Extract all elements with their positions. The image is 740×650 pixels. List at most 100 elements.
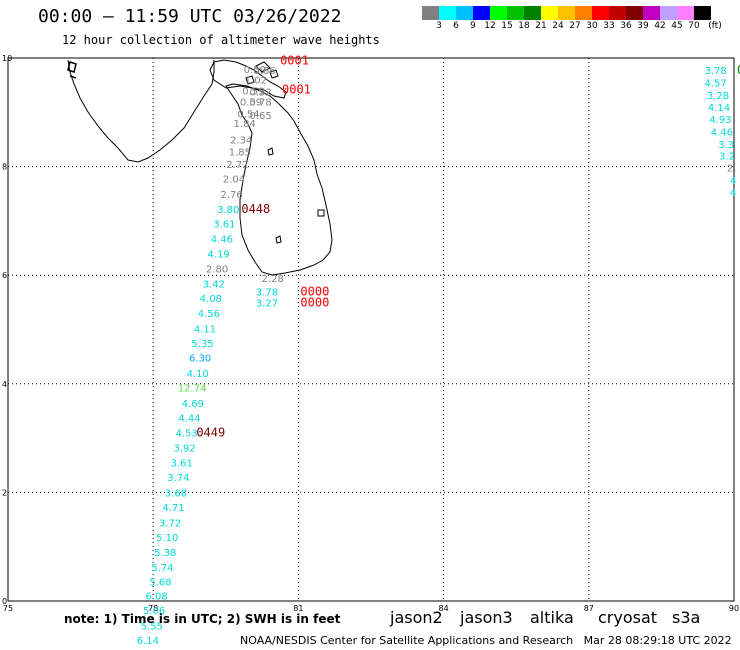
pass-time-label: 0 [737, 63, 740, 77]
pass-time-label: 0450 [165, 648, 194, 650]
legend-swatch [643, 6, 660, 20]
units-note: note: 1) Time is in UTC; 2) SWH is in fe… [64, 612, 341, 626]
legend-label: 12 [484, 21, 496, 31]
wave-height-value: 0.59 [244, 65, 266, 76]
wave-height-value: 2.04 [223, 175, 245, 186]
wave-height-value: 2.76 [220, 190, 242, 201]
legend-label: 18 [518, 21, 530, 31]
wave-height-value: 3.2 [719, 152, 735, 163]
pass-time-label: 0448 [241, 202, 270, 216]
wave-height-value: 2.80 [206, 265, 228, 276]
legend-label: 30 [586, 21, 598, 31]
wave-height-value: 3.61 [213, 220, 235, 231]
wave-height-value: 4 [730, 188, 736, 199]
india-west-coast-islets [67, 61, 77, 79]
wave-height-value: 3.74 [167, 473, 189, 484]
wave-height-value: 4.14 [708, 103, 730, 114]
legend-swatch [575, 6, 592, 20]
wave-height-value: 5.10 [156, 533, 178, 544]
legend-label: 70 [688, 21, 700, 31]
wave-height-value: 2.28 [262, 274, 284, 285]
x-tick-label: 90 [729, 604, 739, 613]
jaffna-peninsula [209, 59, 287, 99]
wave-height-value: 5.55 [141, 621, 163, 632]
wave-height-value: 3.78 [704, 66, 726, 77]
wave-height-value: 0.65 [250, 111, 272, 122]
wave-height-value: 4.46 [711, 127, 733, 138]
legend-swatch [439, 6, 456, 20]
coastal-islets [267, 147, 325, 244]
wave-height-legend-labels: 3 6 9 12 15 18 21 24 27 30 33 36 39 42 45 70 (ft) [422, 21, 740, 33]
x-tick-label: 87 [584, 604, 594, 613]
sri-lanka-coastline [225, 83, 333, 276]
x-tick-label: 81 [293, 604, 303, 613]
wave-height-value: 2.72 [226, 160, 248, 171]
legend-label: 42 [654, 21, 666, 31]
satellite-label-jason2: jason2 [390, 608, 443, 627]
legend-label: 15 [501, 21, 513, 31]
y-tick-label: 0 [2, 597, 7, 606]
lat-lon-grid [7, 57, 735, 602]
legend-swatch [541, 6, 558, 20]
axis-tick-labels: 75 78 81 84 87 90 0 2 4 6 8 10 [2, 54, 739, 613]
legend-swatch [507, 6, 524, 20]
wave-height-value: 0.66 [253, 66, 275, 77]
pass-time-label: 0001 [280, 54, 309, 68]
legend-label: 27 [569, 21, 581, 31]
wave-height-value: 4.69 [182, 399, 204, 410]
india-southern-coastline [67, 59, 215, 163]
pass-time-labels: 000100010448000000000449045004510 [165, 54, 740, 650]
legend-label: 45 [671, 21, 683, 31]
legend-swatch [609, 6, 626, 20]
wave-height-value: 0.78 [250, 97, 272, 108]
legend-swatch [558, 6, 575, 20]
wave-height-value: 1.84 [234, 119, 256, 130]
wave-height-value: 3.28 [707, 91, 729, 102]
page-subtitle: 12 hour collection of altimeter wave hei… [62, 33, 380, 47]
wave-height-value: 12.74 [178, 384, 207, 395]
wave-height-value: 4.46 [211, 234, 233, 245]
y-tick-label: 4 [2, 380, 7, 389]
wave-height-value: 4.93 [709, 115, 731, 126]
y-tick-label: 8 [2, 163, 7, 172]
wave-height-value: 0.52 [250, 88, 272, 99]
legend-label: 36 [620, 21, 632, 31]
wave-height-value: 6.08 [145, 592, 167, 603]
legend-swatch [660, 6, 677, 20]
wave-height-value: 3.3 [718, 140, 734, 151]
legend-label: 9 [470, 21, 476, 31]
legend-label: 33 [603, 21, 615, 31]
legend-unit: (ft) [708, 21, 722, 31]
wave-height-value: 0.59 [242, 87, 264, 98]
pass-time-label: 0000 [300, 295, 329, 309]
pass-time-label: 0449 [196, 426, 225, 440]
wave-height-value: 2.34 [230, 135, 252, 146]
legend-label: 21 [535, 21, 547, 31]
map-frame [7, 57, 735, 602]
page-title: 00:00 — 11:59 UTC 03/26/2022 [38, 6, 342, 27]
legend-label: 6 [453, 21, 459, 31]
wave-height-value: 2. [727, 164, 737, 175]
wave-height-value: 5.74 [151, 563, 173, 574]
jaffna-islets [245, 61, 279, 85]
wave-height-observations: 0.590.661.020.590.520.590.780.540.651.84… [137, 65, 737, 647]
y-tick-label: 6 [2, 271, 7, 280]
pass-time-label: 0000 [300, 284, 329, 298]
legend-swatch [490, 6, 507, 20]
x-tick-label: 75 [3, 604, 13, 613]
x-tick-label: 78 [148, 604, 158, 613]
legend-swatch [456, 6, 473, 20]
wave-height-value: 3.80 [217, 205, 239, 216]
legend-swatch [677, 6, 694, 20]
wave-height-value: 4.11 [194, 324, 216, 335]
legend-swatch [592, 6, 609, 20]
satellite-label-jason3: jason3 [460, 608, 513, 627]
legend-swatch [694, 6, 711, 20]
satellite-label-cryosat: cryosat [598, 608, 658, 627]
x-tick-label: 84 [439, 604, 449, 613]
wave-height-value: 6.30 [189, 354, 211, 365]
legend-swatch [422, 6, 439, 20]
legend-swatch [626, 6, 643, 20]
wave-height-value: 6.14 [137, 636, 159, 647]
